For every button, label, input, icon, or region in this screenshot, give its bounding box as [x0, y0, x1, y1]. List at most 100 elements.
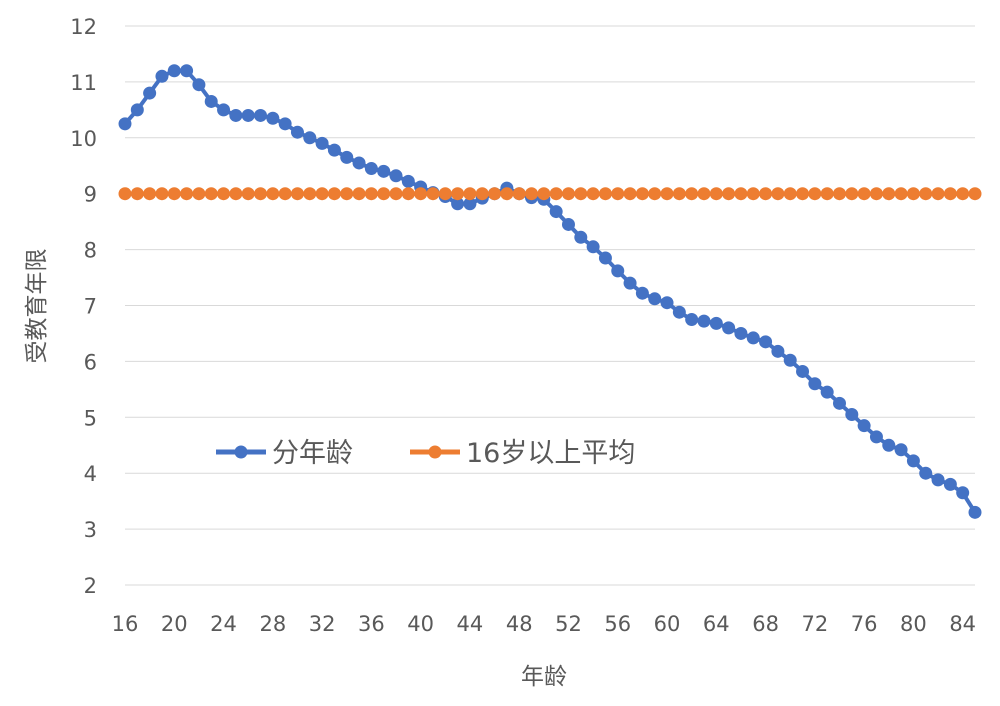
data-point	[290, 125, 304, 139]
data-point	[377, 187, 391, 201]
x-tick-label: 72	[801, 612, 828, 636]
data-point	[968, 505, 982, 519]
data-point	[352, 156, 366, 170]
x-axis-title: 年龄	[521, 664, 567, 690]
data-point	[266, 111, 280, 125]
data-point	[143, 187, 157, 201]
series-layer	[118, 64, 982, 519]
data-point	[315, 136, 329, 150]
data-point	[118, 117, 132, 131]
data-point	[882, 438, 896, 452]
data-point	[808, 187, 822, 201]
data-point	[192, 187, 206, 201]
data-point	[438, 187, 452, 201]
y-tick-label: 3	[84, 518, 97, 542]
data-point	[648, 187, 662, 201]
legend-item-2: 16岁以上平均	[410, 438, 635, 469]
x-tick-label: 36	[358, 612, 385, 636]
data-point	[611, 264, 625, 278]
legend-marker-2	[428, 445, 442, 459]
data-point	[241, 187, 255, 201]
data-point	[167, 64, 181, 78]
data-point	[598, 251, 612, 265]
data-point	[820, 187, 834, 201]
x-tick-label: 80	[900, 612, 927, 636]
y-tick-label: 6	[84, 350, 97, 374]
data-point	[525, 187, 539, 201]
data-point	[783, 187, 797, 201]
data-point	[906, 187, 920, 201]
data-point	[919, 187, 933, 201]
x-tick-label: 56	[604, 612, 631, 636]
data-point	[254, 108, 268, 122]
data-point	[734, 326, 748, 340]
data-point	[574, 187, 588, 201]
x-tick-label: 32	[309, 612, 336, 636]
data-point	[623, 187, 637, 201]
data-point	[475, 187, 489, 201]
data-point	[894, 187, 908, 201]
data-point	[894, 443, 908, 457]
data-point	[229, 108, 243, 122]
data-point	[796, 187, 810, 201]
y-tick-label: 8	[84, 239, 97, 263]
data-point	[303, 131, 317, 145]
data-point	[327, 143, 341, 157]
data-point	[426, 187, 440, 201]
data-point	[845, 408, 859, 422]
data-point	[759, 187, 773, 201]
x-tick-label: 84	[949, 612, 976, 636]
x-tick-label: 28	[259, 612, 286, 636]
data-point	[241, 108, 255, 122]
y-tick-label: 7	[84, 295, 97, 319]
data-point	[771, 344, 785, 358]
data-point	[364, 162, 378, 176]
y-axis-ticks: 2 3 4 5 6 7 8 9 10 11 12	[70, 15, 97, 598]
legend: 分年龄 16岁以上平均	[216, 438, 635, 469]
data-point	[229, 187, 243, 201]
data-point	[672, 187, 686, 201]
data-point	[635, 286, 649, 300]
data-point	[266, 187, 280, 201]
data-point	[869, 430, 883, 444]
data-point	[451, 197, 465, 211]
legend-item-1: 分年龄	[216, 438, 353, 469]
data-point	[303, 187, 317, 201]
data-point	[808, 377, 822, 391]
data-point	[118, 187, 132, 201]
data-point	[155, 187, 169, 201]
legend-label-2: 16岁以上平均	[466, 438, 635, 469]
data-point	[401, 174, 415, 188]
data-point	[709, 187, 723, 201]
x-tick-label: 40	[407, 612, 434, 636]
x-tick-label: 16	[112, 612, 139, 636]
data-point	[204, 94, 218, 108]
data-point	[746, 331, 760, 345]
x-tick-label: 60	[654, 612, 681, 636]
data-point	[968, 187, 982, 201]
data-point	[956, 187, 970, 201]
data-point	[278, 187, 292, 201]
data-point	[832, 187, 846, 201]
data-point	[340, 187, 354, 201]
series-1	[118, 64, 982, 519]
data-point	[586, 187, 600, 201]
legend-label-1: 分年龄	[272, 438, 353, 469]
data-point	[845, 187, 859, 201]
data-point	[180, 64, 194, 78]
data-point	[204, 187, 218, 201]
data-point	[660, 296, 674, 310]
data-point	[660, 187, 674, 201]
x-tick-label: 76	[851, 612, 878, 636]
data-point	[598, 187, 612, 201]
data-point	[130, 187, 144, 201]
data-point	[192, 78, 206, 92]
data-point	[648, 292, 662, 306]
data-point	[500, 187, 514, 201]
y-tick-label: 11	[70, 71, 97, 95]
data-point	[574, 230, 588, 244]
data-point	[549, 205, 563, 219]
y-tick-label: 10	[70, 127, 97, 151]
data-point	[697, 314, 711, 328]
data-point	[451, 187, 465, 201]
